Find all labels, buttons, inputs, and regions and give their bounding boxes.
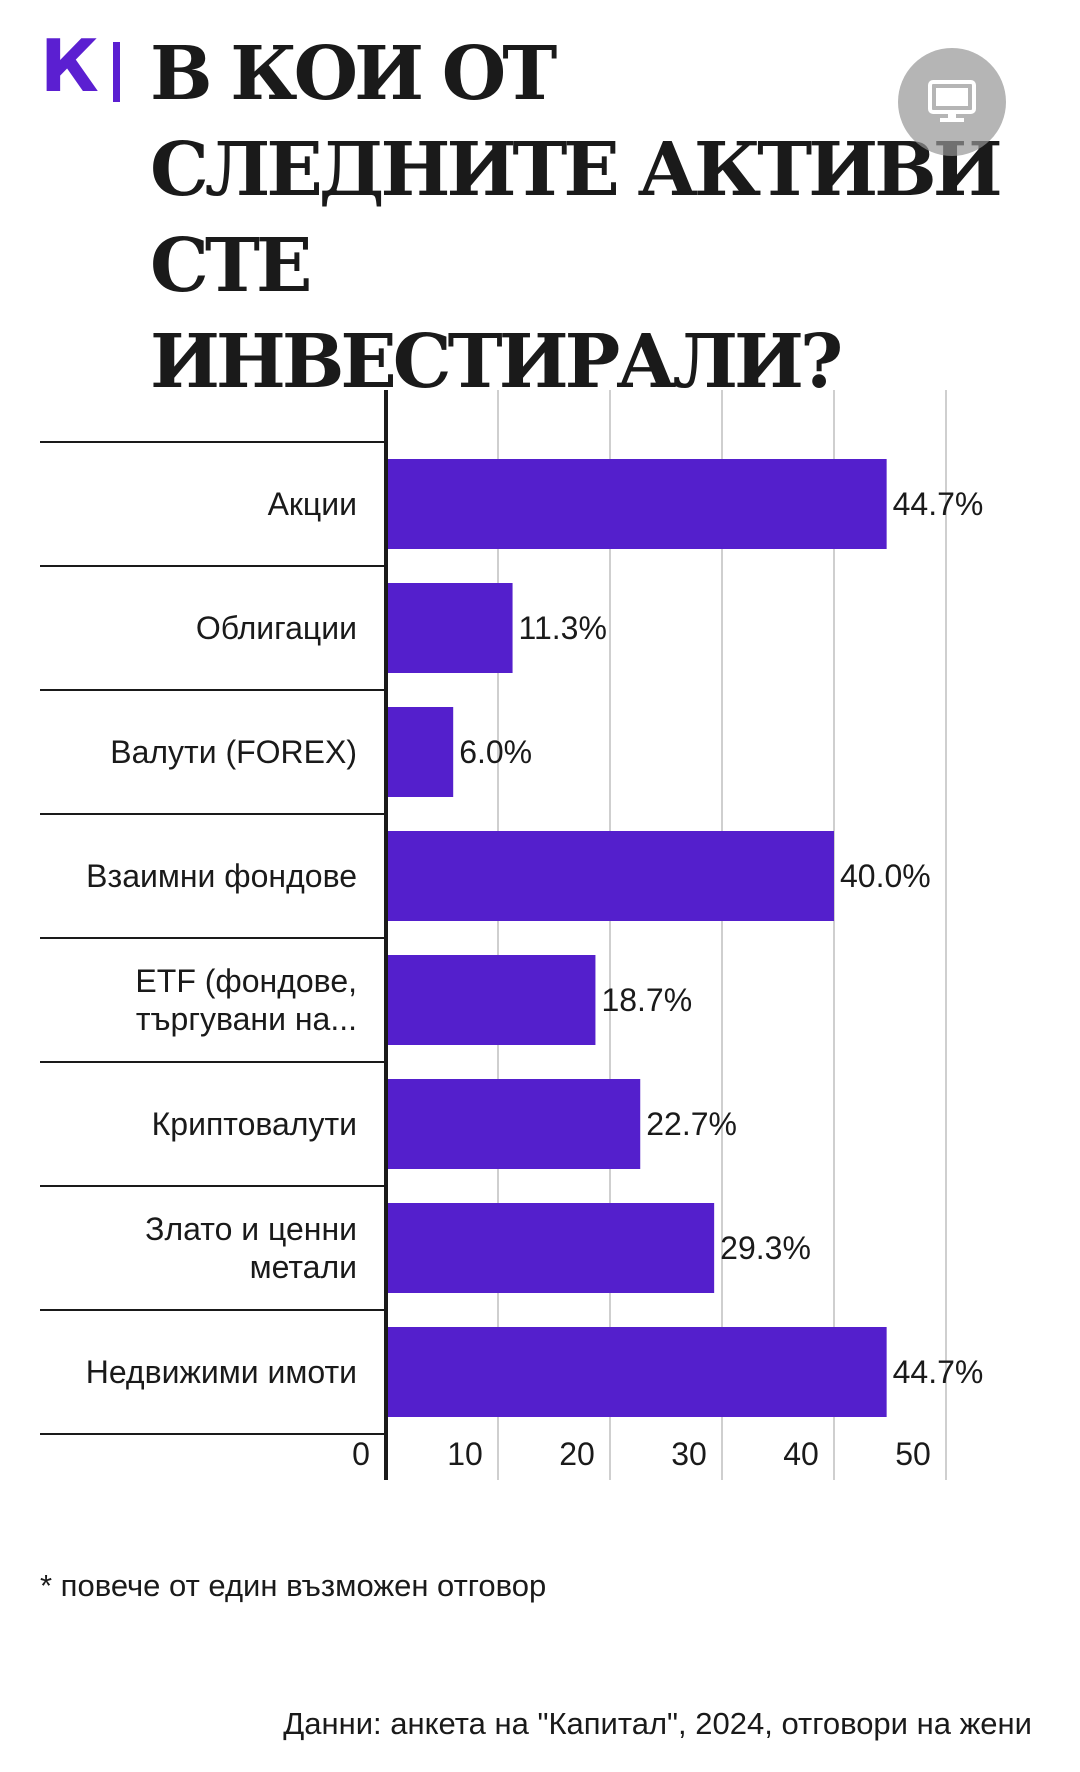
bar: [388, 955, 596, 1045]
category-label: Взаимни фондове: [86, 858, 357, 894]
bar: [388, 707, 454, 797]
category-label: Злато и ценни: [145, 1211, 357, 1247]
value-label: 29.3%: [720, 1230, 811, 1266]
value-label: 44.7%: [893, 1354, 984, 1390]
bar: [388, 459, 887, 549]
x-tick-label: 30: [671, 1436, 707, 1472]
logo-divider: [113, 42, 120, 102]
source-note: Данни: анкета на "Капитал", 2024, отгово…: [283, 1706, 1032, 1741]
value-label: 18.7%: [601, 982, 692, 1018]
value-label: 22.7%: [646, 1106, 737, 1142]
category-label: Криптовалути: [152, 1106, 357, 1142]
x-tick-label: 40: [783, 1436, 819, 1472]
category-label: търгувани на...: [136, 1001, 357, 1037]
logo-letter: К: [40, 24, 99, 108]
x-tick-label: 20: [559, 1436, 595, 1472]
category-label: метали: [250, 1249, 357, 1285]
value-label: 40.0%: [840, 858, 931, 894]
bar: [388, 1203, 715, 1293]
bar: [388, 1079, 641, 1169]
category-label: Недвижими имоти: [86, 1354, 357, 1390]
monitor-icon: [928, 80, 976, 122]
category-label: Облигации: [196, 610, 357, 646]
x-tick-label: 10: [447, 1436, 483, 1472]
bar: [388, 583, 513, 673]
bar: [388, 831, 834, 921]
bar-chart: 44.7% Акции 11.3% Облигации 6.0% Валути (FORE…: [40, 390, 984, 1480]
footnote: * повече от един възможен отговор: [40, 1568, 547, 1603]
overlay-button[interactable]: [898, 48, 1006, 156]
category-label: Акции: [268, 486, 357, 522]
category-label: ETF (фондове,: [135, 963, 357, 999]
logo: К: [40, 30, 150, 102]
value-label: 6.0%: [459, 734, 532, 770]
x-tick-label: 50: [895, 1436, 931, 1472]
value-label: 11.3%: [519, 610, 607, 646]
chart-title: В кои от следните активи сте инвестирали…: [150, 31, 1003, 405]
x-tick-label: 0: [352, 1436, 370, 1472]
category-label: Валути (FOREX): [110, 734, 357, 770]
value-label: 44.7%: [893, 486, 984, 522]
bar: [388, 1327, 887, 1417]
